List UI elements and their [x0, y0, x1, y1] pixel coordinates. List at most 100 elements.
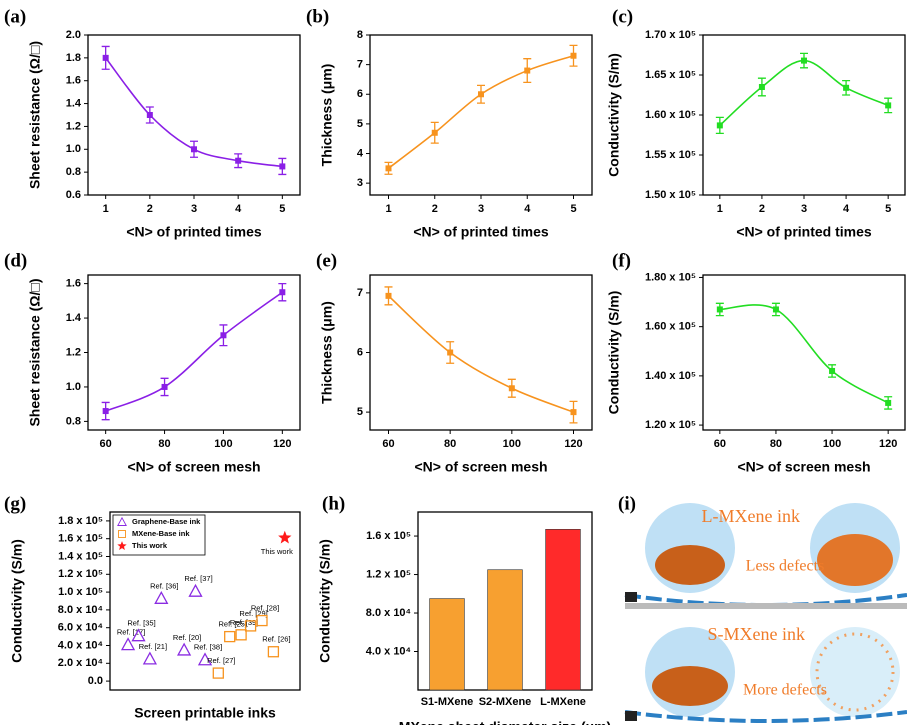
- point-label: Ref. [25]: [219, 620, 247, 629]
- y-tick-label: 1.2: [66, 346, 81, 358]
- data-point: [716, 122, 723, 129]
- zoom-circle: [810, 627, 900, 717]
- y-tick-label: 1.8 x 10⁵: [58, 515, 103, 527]
- print-line: [624, 710, 907, 723]
- y-tick-label: 1.6: [66, 75, 81, 87]
- data-point: [570, 409, 577, 416]
- x-tick-label: 120: [879, 438, 897, 450]
- y-tick-label: 1.2 x 10⁵: [366, 568, 411, 580]
- y-tick-label: 1.80 x 10⁵: [645, 271, 696, 283]
- panel-label: (e): [316, 250, 337, 271]
- illustration: (i) L-MXene ink Less defects S-MXene ink…: [618, 493, 907, 723]
- data-point: [508, 385, 515, 392]
- y-tick-label: 1.0 x 10⁵: [58, 586, 103, 598]
- y-tick-label: 2.0: [66, 29, 81, 41]
- plot-frame: [369, 34, 593, 196]
- y-tick-label: 1.4: [66, 312, 82, 324]
- x-tick-label: 5: [885, 203, 891, 215]
- bar: [487, 569, 523, 691]
- data-point: [102, 54, 109, 61]
- y-tick-label: 1.4 x 10⁵: [58, 550, 103, 562]
- y-tick-label: 0.0: [88, 675, 103, 687]
- panel-label: (h): [322, 493, 345, 514]
- data-point: [191, 146, 197, 153]
- data-point: [843, 84, 850, 91]
- marker: [244, 620, 257, 632]
- y-tick-label: 1.6 x 10⁵: [58, 533, 103, 545]
- y-tick-label: 4.0 x 10⁴: [58, 639, 103, 651]
- x-tick-label: 120: [273, 438, 291, 450]
- x-tick-label: L-MXene: [540, 696, 586, 708]
- frame: [625, 711, 637, 721]
- y-tick-label: 5: [357, 118, 363, 130]
- legend-label: This work: [132, 541, 168, 550]
- x-tick-label: 3: [801, 203, 807, 215]
- x-axis-title: Screen printable inks: [134, 705, 276, 721]
- x-tick-label: 4: [843, 203, 850, 215]
- y-tick-label: 1.6: [66, 278, 81, 290]
- flakes: [815, 632, 895, 712]
- data-line: [719, 59, 889, 126]
- substrate: [625, 603, 907, 609]
- y-axis-title: Thickness (μm): [319, 301, 335, 404]
- point-label: Ref. [28]: [251, 604, 279, 613]
- point-label: Ref. [29]: [239, 609, 267, 618]
- flakes: [652, 666, 728, 706]
- y-tick-label: 1.0: [66, 143, 81, 155]
- ink-note: Less defects: [746, 558, 825, 575]
- x-axis-title: <N> of printed times: [413, 224, 549, 240]
- data-line: [719, 304, 889, 404]
- y-tick-label: 6.0 x 10⁴: [58, 622, 103, 634]
- y-tick-label: 1.65 x 10⁵: [645, 69, 696, 81]
- point-label: Ref. [39]: [230, 618, 258, 627]
- data-point: [570, 52, 577, 59]
- ink-note: More defects: [743, 682, 827, 699]
- panel-label: (c): [612, 6, 633, 27]
- data-point: [758, 84, 765, 90]
- y-axis-title: Sheet resistance (Ω/□): [27, 278, 43, 426]
- x-tick-label: 2: [759, 203, 765, 215]
- marker: [224, 630, 236, 643]
- x-tick-label: S2-MXene: [479, 696, 532, 708]
- legend-label: Graphene-Base ink: [132, 517, 201, 526]
- legend-label: MXene-Base ink: [132, 529, 190, 538]
- point-label: Ref. [36]: [150, 581, 178, 590]
- x-tick-label: 80: [158, 438, 170, 450]
- y-tick-label: 1.55 x 10⁵: [645, 149, 696, 161]
- marker: [197, 652, 213, 666]
- point-label: Ref. [20]: [173, 633, 201, 642]
- data-point: [102, 408, 109, 415]
- data-point: [431, 129, 438, 136]
- x-axis-title: <N> of printed times: [126, 224, 262, 240]
- y-tick-label: 6: [357, 88, 363, 100]
- y-tick-label: 1.50 x 10⁵: [645, 189, 696, 201]
- x-tick-label: 100: [214, 438, 232, 450]
- marker: [117, 541, 127, 550]
- data-point: [235, 157, 242, 164]
- x-tick-label: 60: [100, 438, 112, 450]
- y-tick-label: 3: [357, 177, 363, 189]
- x-tick-label: 4: [235, 203, 242, 215]
- data-point: [279, 163, 286, 170]
- x-tick-label: 1: [385, 203, 391, 215]
- y-tick-label: 8.0 x 10⁴: [58, 604, 103, 616]
- data-point: [478, 91, 484, 98]
- x-tick-label: 120: [564, 438, 582, 450]
- bar: [429, 598, 465, 691]
- data-point: [524, 67, 531, 74]
- x-tick-label: 1: [103, 203, 109, 215]
- data-line: [105, 291, 283, 412]
- plot-frame: [702, 274, 906, 431]
- data-point: [220, 332, 227, 339]
- marker: [142, 651, 157, 665]
- y-tick-label: 7: [357, 59, 363, 71]
- frame: [625, 592, 637, 602]
- x-tick-label: 80: [444, 438, 456, 450]
- y-tick-label: 0.6: [66, 189, 81, 201]
- y-tick-label: 0.8: [66, 166, 81, 178]
- plot-frame: [109, 511, 301, 691]
- point-label: This work: [261, 547, 293, 556]
- x-tick-label: 2: [147, 203, 153, 215]
- panel-label: (f): [612, 250, 631, 271]
